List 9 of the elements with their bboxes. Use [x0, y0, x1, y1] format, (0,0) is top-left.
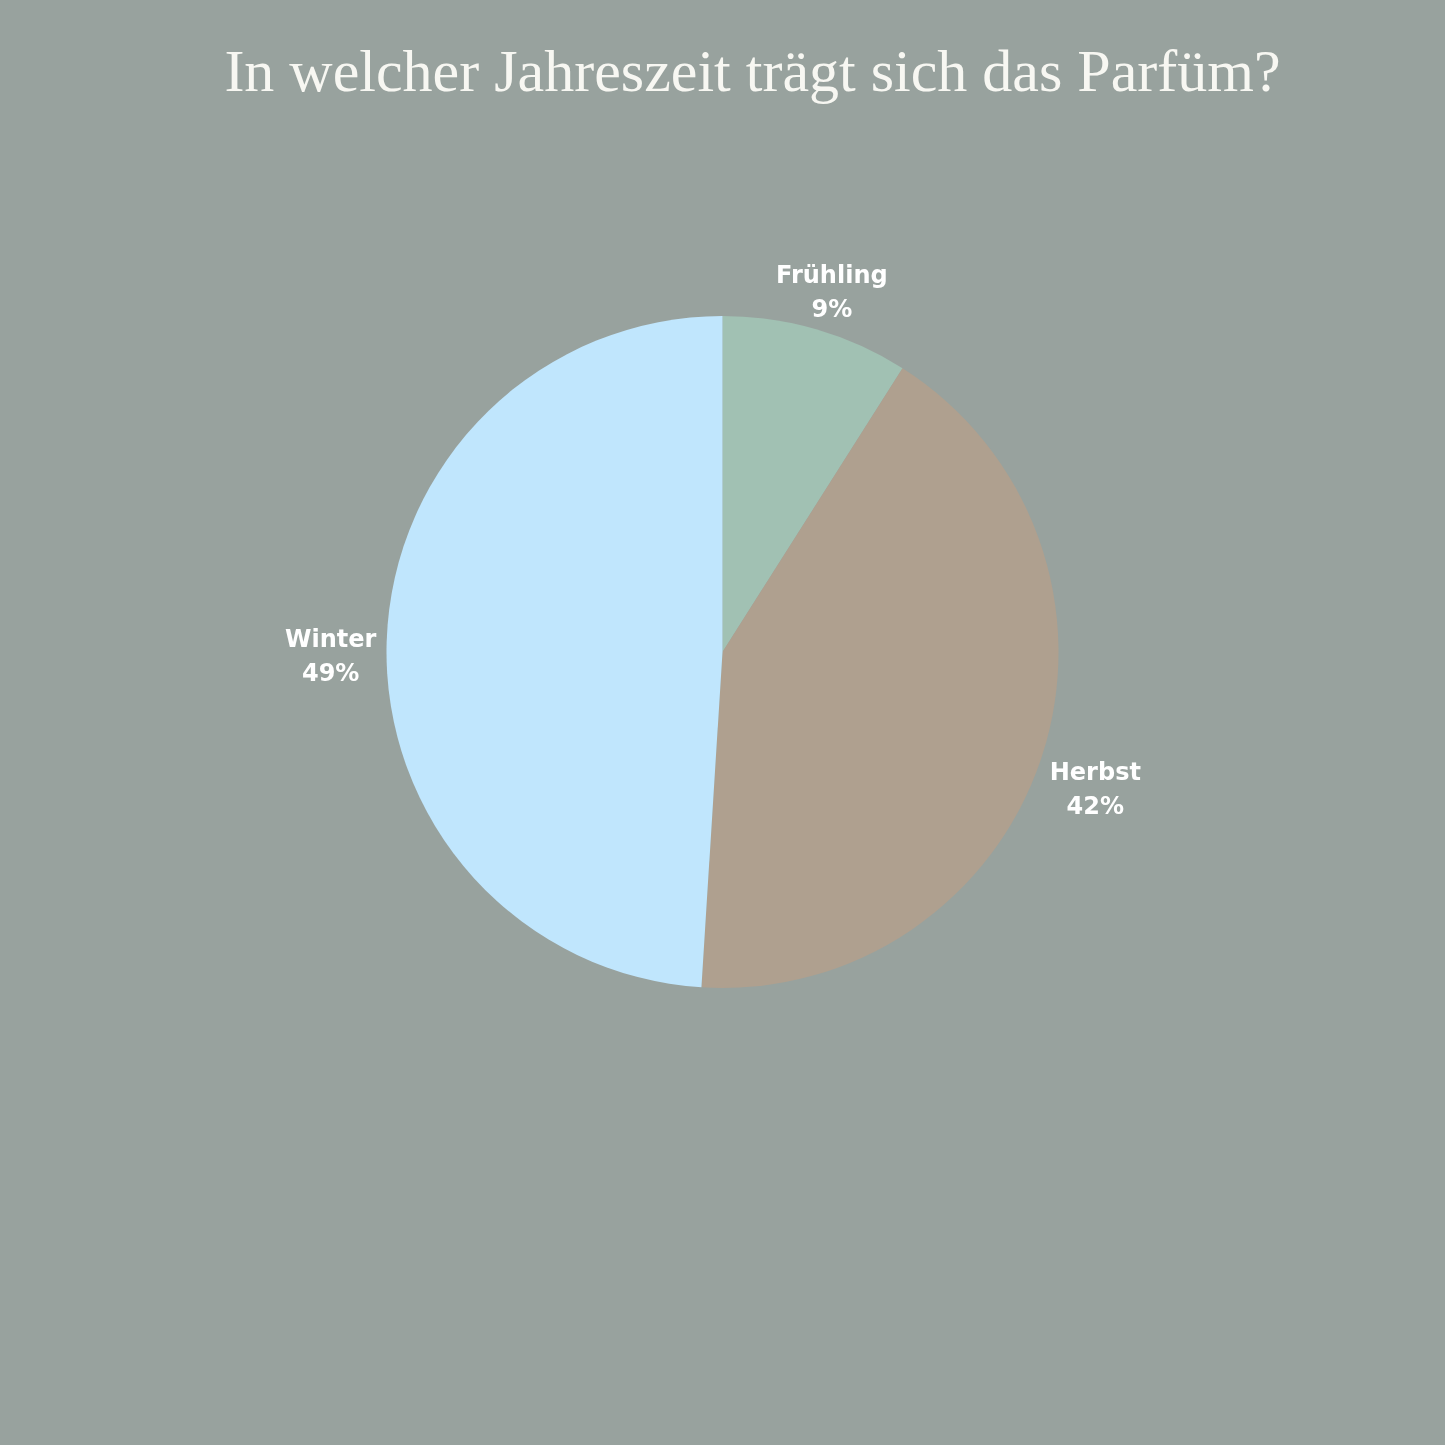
- data-label: 9%: [811, 294, 853, 323]
- pie-slice: [386, 316, 723, 988]
- slice-label: Winter: [285, 624, 377, 653]
- chart-title: In welcher Jahreszeit trägt sich das Parfüm?: [224, 38, 1281, 104]
- data-label: 42%: [1066, 792, 1125, 821]
- pie-slice: [722, 316, 903, 652]
- slice-label: Herbst: [1049, 758, 1141, 787]
- slice-label: Frühling: [776, 260, 888, 289]
- data-label: 49%: [301, 658, 360, 687]
